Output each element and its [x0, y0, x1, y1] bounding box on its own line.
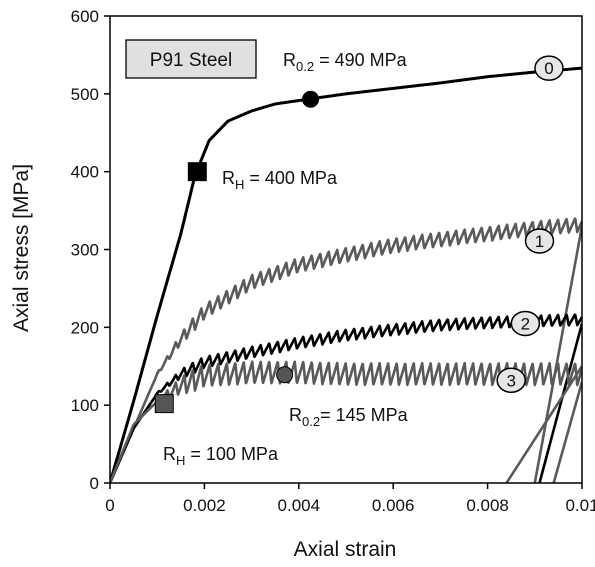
series-2-label: 2	[521, 314, 530, 333]
x-tick-label: 0.002	[183, 496, 226, 515]
annotation-value: = 145 MPa	[320, 405, 409, 425]
marker-annotation: RH = 400 MPa	[222, 168, 338, 192]
annotation-symbol: R	[283, 50, 296, 70]
annotation-symbol: R	[289, 405, 302, 425]
series-1-label: 1	[535, 232, 544, 251]
annotation-symbol: R	[222, 168, 235, 188]
x-tick-label: 0.004	[278, 496, 321, 515]
marker-annotation: R0.2 = 490 MPa	[283, 50, 408, 74]
annotation-subscript: 0.2	[296, 59, 314, 74]
annotation-subscript: 0.2	[302, 414, 320, 429]
series-0-label: 0	[544, 59, 553, 78]
series-0-line	[110, 66, 582, 483]
markers-layer	[154, 90, 320, 414]
axis-ticks: 0 100 200 300 400 500 600 0 0.002 0.004 0.006 0.008…	[71, 7, 595, 515]
series-labels: 0 1 2 3	[496, 55, 564, 394]
x-tick-label: 0.006	[372, 496, 415, 515]
y-tick-label: 100	[71, 396, 99, 415]
marker-circle	[302, 90, 320, 108]
x-tick-label: 0.008	[466, 496, 509, 515]
y-tick-label: 500	[71, 85, 99, 104]
series-1-label-circle	[524, 228, 555, 254]
x-tick-label: 0.01	[565, 496, 595, 515]
series-1-line	[110, 217, 582, 483]
series-2-label-circle	[510, 310, 541, 337]
marker-square	[187, 162, 207, 182]
y-tick-label: 600	[71, 7, 99, 26]
marker-circle	[276, 366, 294, 384]
annotation-subscript: H	[235, 177, 244, 192]
y-axis-label: Axial stress [MPa]	[10, 164, 33, 332]
annotation-value: = 490 MPa	[314, 50, 408, 70]
legend-box: P91 Steel	[125, 39, 257, 79]
extra-unloading-line	[552, 381, 582, 483]
annotation-symbol: R	[163, 444, 176, 464]
y-tick-label: 0	[90, 474, 99, 493]
curves-layer	[110, 66, 582, 483]
series-2-line	[110, 313, 582, 483]
annotation-value: = 400 MPa	[244, 168, 338, 188]
series-3-label: 3	[506, 371, 515, 390]
legend-label: P91 Steel	[150, 50, 232, 71]
series-1-unloading-line	[533, 225, 582, 483]
annotation-value: = 100 MPa	[185, 444, 279, 464]
y-tick-label: 400	[71, 163, 99, 182]
series-0-label-circle	[534, 55, 564, 81]
annotation-subscript: H	[176, 453, 185, 468]
y-tick-label: 300	[71, 241, 99, 260]
x-axis-label: Axial strain	[294, 538, 397, 561]
x-tick-label: 0	[105, 496, 114, 515]
y-tick-label: 200	[71, 318, 99, 337]
series-3-unloading-line	[505, 365, 582, 483]
marker-annotation: R0.2= 145 MPa	[289, 405, 409, 429]
marker-annotation: RH = 100 MPa	[163, 444, 279, 468]
series-3-label-circle	[496, 367, 526, 394]
series-2-unloading-line	[538, 323, 582, 483]
marker-square	[154, 394, 174, 414]
